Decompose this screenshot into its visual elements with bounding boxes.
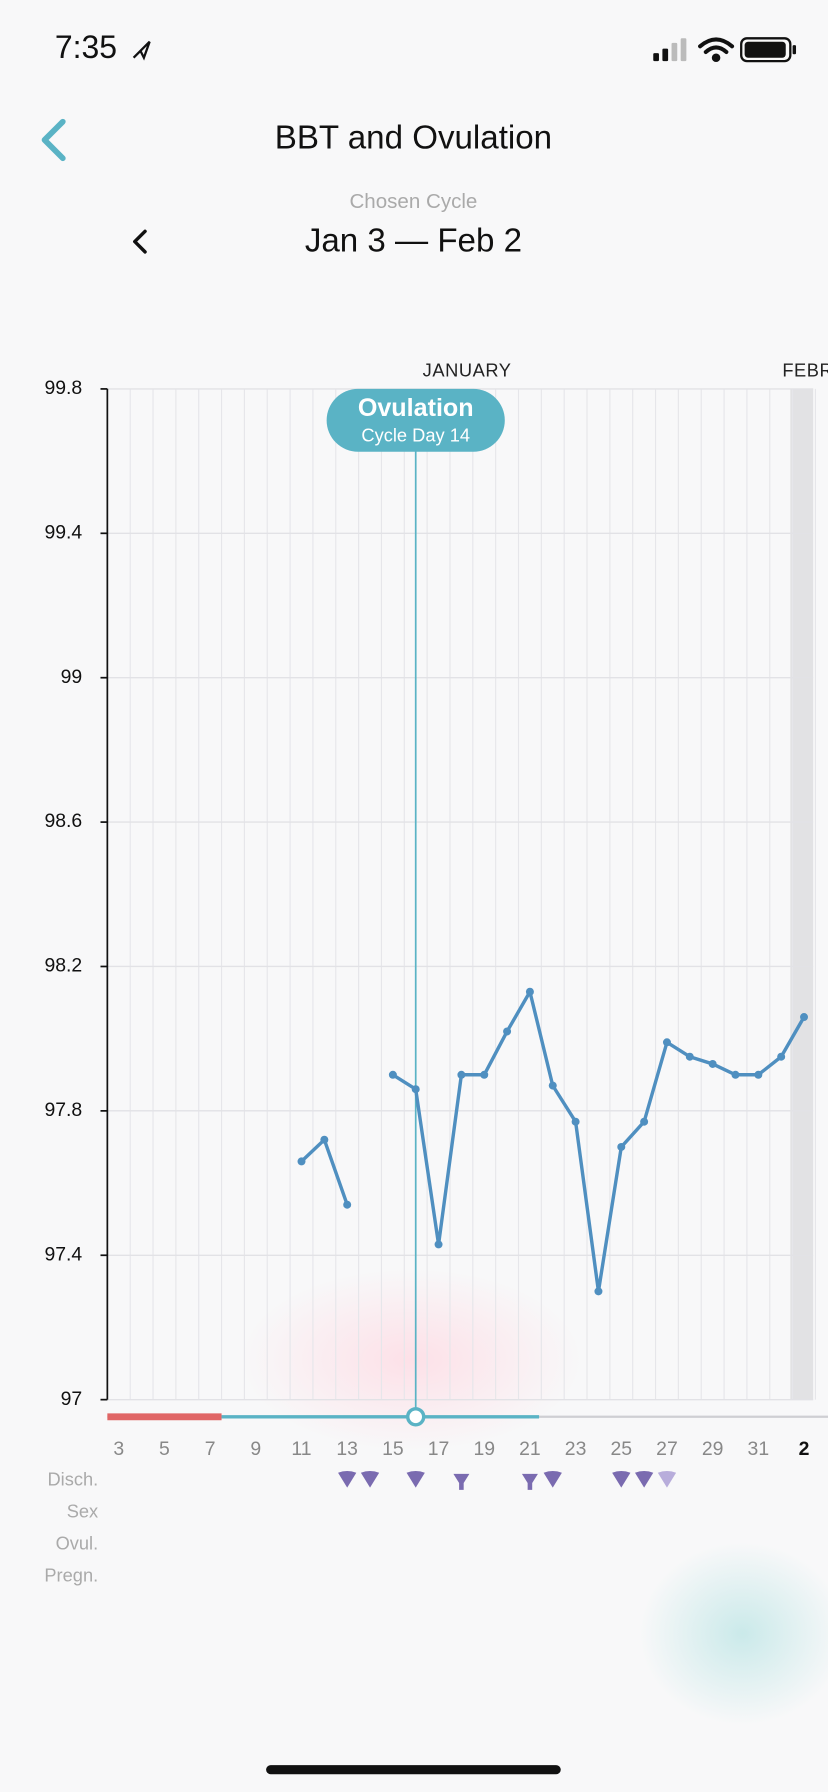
x-tick-label: 15: [382, 1438, 404, 1460]
temperature-point: [434, 1240, 443, 1249]
temperature-point: [320, 1135, 329, 1144]
temperature-line: [300, 1138, 349, 1206]
temperature-point: [480, 1070, 489, 1079]
page-title: BBT and Ovulation: [275, 120, 552, 157]
temperature-point: [503, 1027, 512, 1036]
discharge-icon: [338, 1471, 357, 1488]
discharge-icon: [543, 1471, 562, 1488]
discharge-icon: [657, 1471, 677, 1488]
discharge-icon: [521, 1473, 538, 1490]
row-label: Pregn.: [44, 1565, 98, 1586]
temperature-point: [777, 1052, 786, 1061]
temperature-point: [571, 1117, 580, 1126]
y-tick-label: 99.4: [44, 521, 82, 543]
ovulation-dot: [406, 1407, 426, 1427]
temperature-point: [548, 1081, 557, 1090]
y-tick-label: 98.6: [44, 810, 82, 832]
temperature-point: [617, 1142, 626, 1151]
temperature-point: [411, 1085, 420, 1094]
row-label: Disch.: [47, 1469, 98, 1490]
x-tick-label: 17: [428, 1438, 450, 1460]
x-tick-label: 25: [610, 1438, 632, 1460]
x-tick-label: 29: [702, 1438, 724, 1460]
row-label: Ovul.: [56, 1533, 99, 1554]
discharge-icon: [360, 1471, 380, 1488]
signal-icon: [653, 38, 687, 62]
home-indicator: [266, 1765, 561, 1775]
battery-icon: [740, 37, 797, 63]
x-tick-label: 5: [159, 1438, 170, 1460]
x-tick-label: 2: [799, 1438, 810, 1460]
temperature-point: [457, 1070, 466, 1079]
x-tick-label: 27: [656, 1438, 678, 1460]
temperature-point: [525, 987, 534, 996]
temperature-point: [754, 1070, 763, 1079]
y-tick-label: 99: [61, 666, 83, 688]
x-tick-label: 31: [748, 1438, 770, 1460]
x-tick-label: 9: [250, 1438, 261, 1460]
x-tick-label: 7: [205, 1438, 216, 1460]
y-tick-label: 97: [61, 1388, 83, 1410]
x-tick-label: 3: [113, 1438, 124, 1460]
temperature-point: [388, 1070, 397, 1079]
temperature-point: [800, 1013, 809, 1022]
discharge-icon: [634, 1471, 654, 1488]
discharge-icon: [406, 1471, 425, 1488]
cycle-label: Chosen Cycle: [349, 190, 477, 213]
temperature-point: [731, 1070, 740, 1079]
temperature-line: [391, 990, 806, 1294]
location-icon: [132, 40, 151, 61]
x-tick-label: 23: [565, 1438, 587, 1460]
ovulation-subtitle: Cycle Day 14: [361, 425, 470, 446]
row-label: Sex: [67, 1501, 98, 1522]
status-time: 7:35: [55, 29, 117, 65]
chart-footer: 3 5 7 9 11 13 15 17 19 21 23 25 27 29 31 2 Disch. Sex Ovul…: [44, 1407, 828, 1586]
temperature-point: [343, 1200, 352, 1209]
discharge-icon: [453, 1473, 470, 1490]
glow: [239, 1268, 583, 1452]
back-button[interactable]: [41, 118, 66, 162]
temperature-point: [708, 1059, 717, 1068]
x-tick-label: 21: [519, 1438, 541, 1460]
y-tick-label: 97.4: [44, 1243, 82, 1265]
chart: Ovulation Cycle Day 14: [106, 388, 817, 1417]
x-tick-label: 11: [291, 1438, 311, 1460]
y-tick-label: 97.8: [44, 1099, 82, 1121]
month-label: FEBRUARY: [782, 360, 828, 381]
temperature-point: [685, 1052, 694, 1061]
x-tick-label: 19: [473, 1438, 495, 1460]
cycle-end-shade: [790, 388, 814, 1400]
temperature-point: [662, 1038, 671, 1047]
ovulation-badge: [326, 388, 505, 452]
x-tick-label: 13: [336, 1438, 358, 1460]
discharge-icon: [612, 1471, 631, 1488]
wifi-icon: [698, 37, 735, 63]
y-tick-label: 99.8: [44, 377, 82, 399]
previous-cycle[interactable]: [133, 229, 147, 254]
y-tick-label: 98.2: [44, 955, 82, 977]
temperature-point: [640, 1117, 649, 1126]
temperature-point: [297, 1157, 306, 1166]
temperature-point: [594, 1287, 603, 1296]
ovulation-title: Ovulation: [358, 394, 474, 422]
month-label: JANUARY: [423, 360, 512, 381]
glow: [639, 1542, 828, 1726]
cycle-range: Jan 3 — Feb 2: [305, 222, 522, 259]
